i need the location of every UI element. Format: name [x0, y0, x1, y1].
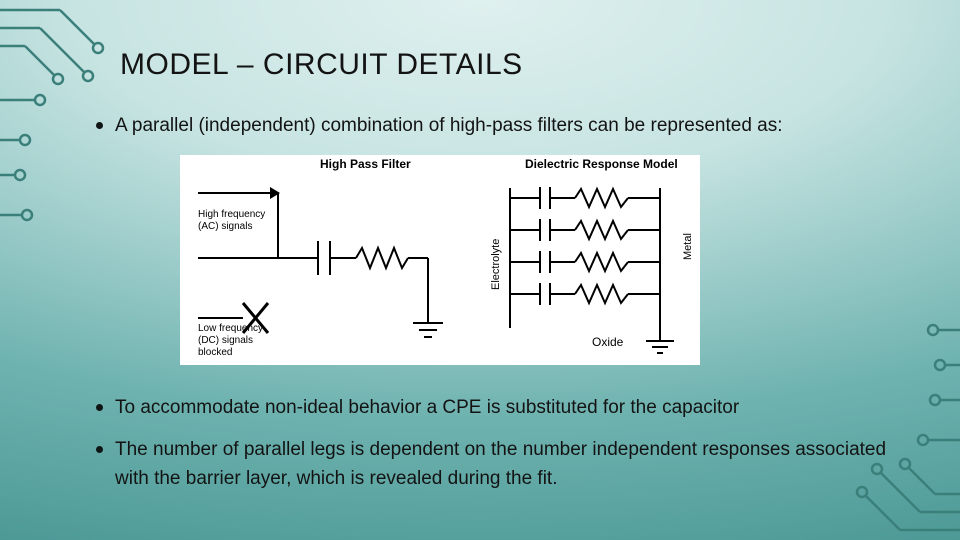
- dielectric-response-schematic: [480, 173, 690, 358]
- bullet-list: A parallel (independent) combination of …: [96, 112, 900, 159]
- bullet-dot-icon: [96, 446, 103, 453]
- bullet-dot-icon: [96, 122, 103, 129]
- hf-label-line2: (AC) signals: [198, 221, 252, 232]
- lf-label-line1: Low frequency: [198, 323, 263, 334]
- lf-label-line3: blocked: [198, 347, 232, 358]
- diagram-right-title: Dielectric Response Model: [525, 157, 678, 171]
- bullet-item: The number of parallel legs is dependent…: [96, 436, 900, 511]
- slide-title: MODEL – CIRCUIT DETAILS: [120, 48, 523, 82]
- diagram-left-title: High Pass Filter: [320, 157, 411, 171]
- lf-label: Low frequency (DC) signals blocked: [198, 323, 263, 359]
- bullet-item: A parallel (independent) combination of …: [96, 112, 900, 141]
- hf-label-line1: High frequency: [198, 209, 265, 220]
- slide: MODEL – CIRCUIT DETAILS A parallel (inde…: [0, 0, 960, 540]
- hf-label: High frequency (AC) signals: [198, 209, 265, 233]
- lf-label-line2: (DC) signals: [198, 335, 253, 346]
- bullet-item: To accommodate non-ideal behavior a CPE …: [96, 394, 900, 441]
- circuit-diagram: High Pass Filter Dielectric Response Mod…: [180, 155, 700, 365]
- bullet-text: To accommodate non-ideal behavior a CPE …: [115, 394, 739, 423]
- electrolyte-label: Electrolyte: [490, 239, 502, 290]
- oxide-label: Oxide: [592, 335, 623, 349]
- bullet-dot-icon: [96, 404, 103, 411]
- bullet-text: The number of parallel legs is dependent…: [115, 436, 900, 493]
- bullet-text: A parallel (independent) combination of …: [115, 112, 783, 141]
- metal-label: Metal: [682, 233, 694, 260]
